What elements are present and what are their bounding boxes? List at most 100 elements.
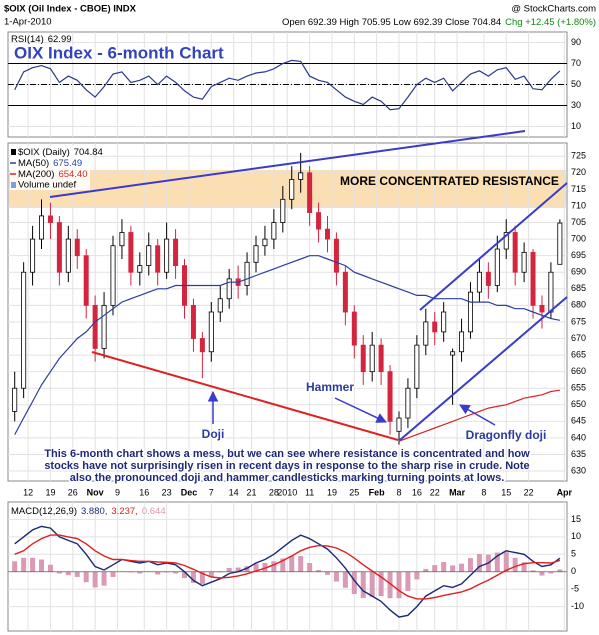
y-tick-label: 650	[571, 399, 586, 409]
candle-body	[324, 228, 330, 240]
channel-line	[399, 296, 568, 441]
x-tick-label: 15	[501, 487, 511, 497]
x-tick-label: 28	[269, 487, 279, 497]
histogram-bar	[155, 571, 161, 575]
trend-line	[91, 351, 399, 441]
dragonfly-label: Dragonfly doji	[466, 428, 547, 442]
candle-body	[387, 371, 393, 422]
histogram-bar	[494, 552, 500, 572]
candle-body	[226, 278, 232, 300]
histogram-bar	[405, 571, 411, 591]
line	[14, 534, 561, 600]
histogram-bar	[307, 563, 313, 572]
histogram-bar	[262, 563, 268, 572]
candle-body	[65, 238, 71, 273]
histogram-bar	[280, 558, 286, 572]
histogram-bar	[271, 561, 277, 572]
note: This 6-month chart shows a mess, but we …	[44, 448, 530, 460]
legend-entry: $OIX (Daily) 704.84	[18, 147, 103, 158]
candle-body	[316, 212, 322, 230]
candle-body	[164, 238, 170, 273]
quote: Open 692.39 High 705.95 Low 692.39 Close…	[282, 17, 501, 28]
candle-body	[423, 321, 429, 346]
hammer-label: Hammer	[306, 380, 354, 394]
candle-body	[378, 344, 384, 373]
candle-body	[92, 304, 98, 349]
line	[14, 59, 561, 111]
histogram-bar	[65, 571, 71, 576]
x-tick-label: Feb	[369, 487, 386, 497]
y-tick-label: 720	[571, 167, 586, 177]
histogram-bar	[137, 571, 143, 574]
histogram-bar	[557, 569, 563, 572]
copyright: @ StockCharts.com	[511, 4, 596, 15]
candle-body	[30, 238, 36, 273]
histogram-bar	[512, 557, 518, 572]
channel-line	[419, 182, 568, 311]
x-tick-label: 26	[68, 487, 78, 497]
histogram-bar	[441, 561, 447, 572]
histogram-bar	[199, 571, 205, 584]
candle-body	[137, 265, 143, 273]
candle-body	[548, 271, 554, 313]
y-tick-label: -10	[571, 601, 584, 611]
histogram-bar	[369, 571, 375, 597]
trend-line	[49, 130, 526, 198]
candle-body	[253, 245, 259, 263]
candle-body	[128, 232, 134, 273]
x-tick-label: 14	[229, 487, 239, 497]
histogram-bar	[324, 571, 330, 575]
histogram-bar	[190, 571, 196, 583]
y-tick-label: 655	[571, 383, 586, 393]
histogram-bar	[12, 561, 18, 572]
histogram-bar	[39, 559, 45, 572]
histogram-bar	[396, 571, 402, 599]
candle-body	[280, 198, 286, 223]
candle-body	[271, 222, 277, 240]
candle-body	[101, 304, 107, 349]
histogram-bar	[182, 571, 188, 579]
x-tick-label: Nov	[87, 487, 104, 497]
legend-box	[10, 146, 90, 190]
symbol: $OIX (Oil Index - CBOE) INDX	[4, 4, 137, 15]
legend-value: 3.237,	[111, 506, 137, 517]
histogram-bar	[432, 565, 438, 572]
y-tick-label: 695	[571, 250, 586, 260]
x-tick-label: 19	[45, 487, 55, 497]
candle-body	[12, 387, 18, 412]
candle-body	[83, 255, 89, 306]
heading: OIX Index - 6-month Chart	[14, 43, 224, 62]
histogram-bar	[351, 571, 357, 595]
candle-body	[441, 311, 447, 333]
histogram-bar	[342, 571, 348, 588]
candle-body	[450, 351, 456, 356]
y-tick-label: 710	[571, 200, 586, 210]
y-tick-label: 15	[571, 514, 581, 524]
x-tick-label: 21	[247, 487, 257, 497]
histogram-bar	[423, 568, 429, 572]
candle-body	[262, 238, 268, 247]
y-tick-label: 705	[571, 217, 586, 227]
date: 1-Apr-2010	[4, 17, 52, 28]
x-tick-label: 11	[305, 487, 314, 497]
candle-body	[521, 251, 527, 273]
candle-body	[217, 298, 223, 313]
histogram-bar	[92, 571, 98, 588]
legend-entry: MA(50) 675.49	[18, 158, 82, 169]
candle-body	[467, 291, 473, 333]
y-tick-label: 690	[571, 267, 586, 277]
legend-name: $OIX (Daily)	[18, 147, 70, 158]
y-tick-label: 635	[571, 449, 586, 459]
line	[14, 255, 561, 435]
candle-body	[39, 215, 45, 240]
candle-body	[307, 172, 313, 213]
candle-body	[369, 344, 375, 373]
histogram-bar	[289, 556, 295, 572]
histogram-bar	[208, 571, 214, 577]
histogram-bar	[235, 567, 241, 572]
legend-entry: Volume undef	[18, 180, 76, 191]
line	[14, 525, 561, 618]
legend-entry: MA(200) 654.40	[18, 169, 88, 180]
x-tick-label: Mar	[449, 487, 466, 497]
